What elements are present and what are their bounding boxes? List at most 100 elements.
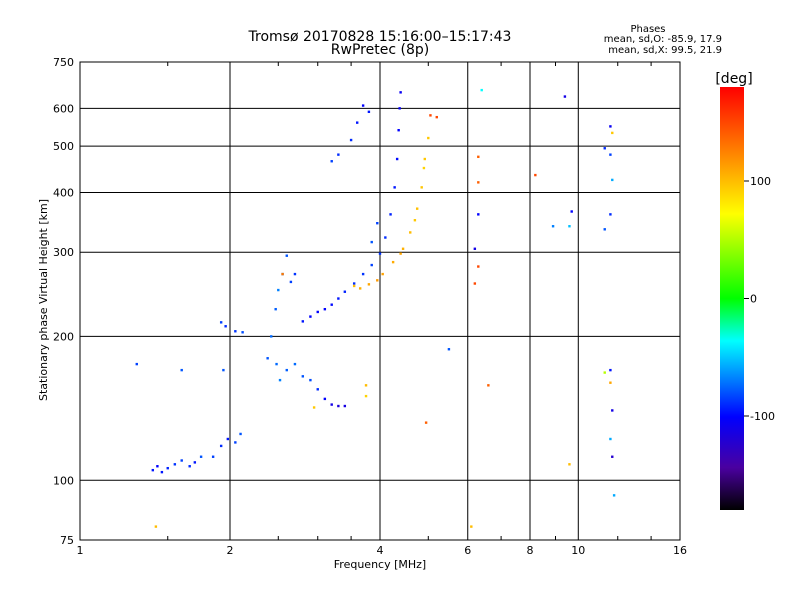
data-point xyxy=(239,432,242,436)
colorbar-tick-label: 100 xyxy=(750,175,771,188)
y-tick-label: 200 xyxy=(53,330,74,343)
data-point xyxy=(234,330,237,333)
data-point xyxy=(301,320,305,323)
data-point xyxy=(384,236,387,239)
data-point xyxy=(477,181,480,184)
data-point xyxy=(337,153,340,156)
data-point xyxy=(415,207,419,210)
data-point xyxy=(609,437,612,441)
data-point xyxy=(487,384,490,387)
data-point xyxy=(477,155,480,159)
data-point xyxy=(422,166,426,170)
data-point xyxy=(358,287,362,290)
data-point xyxy=(361,104,365,107)
data-point xyxy=(241,331,244,334)
data-point xyxy=(427,136,430,140)
data-point xyxy=(424,421,428,424)
data-point xyxy=(219,444,223,448)
data-point xyxy=(473,282,477,285)
data-point xyxy=(470,525,473,528)
data-point xyxy=(275,362,278,366)
data-point xyxy=(612,494,616,497)
data-point xyxy=(180,368,183,372)
data-point xyxy=(309,378,312,382)
data-point xyxy=(563,95,567,98)
data-point xyxy=(293,272,297,276)
data-point xyxy=(409,231,412,234)
data-point xyxy=(166,466,169,470)
data-point xyxy=(381,272,384,276)
data-point xyxy=(309,315,312,318)
data-point xyxy=(477,213,480,216)
data-point xyxy=(570,210,573,213)
data-point xyxy=(188,465,191,468)
data-point xyxy=(534,173,537,177)
data-point xyxy=(285,368,288,372)
data-point xyxy=(330,403,333,406)
data-point xyxy=(480,88,483,92)
data-point xyxy=(193,461,197,464)
x-tick-label: 6 xyxy=(464,544,471,557)
data-point xyxy=(343,290,347,293)
data-point xyxy=(211,455,215,458)
data-point xyxy=(180,459,183,462)
data-point xyxy=(609,153,612,156)
gridlines xyxy=(80,62,680,540)
data-point xyxy=(603,147,606,150)
data-point xyxy=(337,297,340,300)
data-point xyxy=(391,260,395,264)
data-point xyxy=(156,465,159,468)
data-point xyxy=(301,375,305,378)
data-point xyxy=(370,263,373,267)
stats-line-x: mean, sd,X: 99.5, 21.9 xyxy=(608,45,722,56)
data-point xyxy=(151,468,155,472)
plot-area: 1 2 4 6 8 10 16 75 100 200 300 400 500 600 750 xyxy=(53,56,687,557)
data-point xyxy=(551,225,555,228)
y-tick-label: 750 xyxy=(53,56,74,69)
y-ticks: 75 100 200 300 400 500 600 750 xyxy=(53,56,74,547)
data-point xyxy=(568,463,571,466)
colorbar-label: [deg] xyxy=(715,71,752,87)
data-point xyxy=(274,307,277,311)
data-point xyxy=(399,252,402,255)
data-point xyxy=(330,303,333,306)
data-point xyxy=(370,240,373,244)
data-point xyxy=(349,138,353,142)
x-ticks: 1 2 4 6 8 10 16 xyxy=(77,62,687,557)
data-point xyxy=(423,157,426,161)
data-point xyxy=(376,222,379,225)
data-point xyxy=(234,441,237,444)
x-tick-label: 10 xyxy=(571,544,585,557)
data-point xyxy=(226,437,230,441)
data-point xyxy=(352,284,356,288)
y-tick-label: 500 xyxy=(53,140,74,153)
data-point xyxy=(219,321,223,324)
data-point xyxy=(343,404,347,408)
colorbar-tick-label: 0 xyxy=(750,293,757,306)
x-tick-label: 8 xyxy=(527,544,534,557)
x-tick-label: 4 xyxy=(377,544,384,557)
data-point xyxy=(603,371,606,374)
data-point xyxy=(160,470,164,474)
y-tick-label: 100 xyxy=(53,474,74,487)
colorbar-ticks: 100 0 -100 xyxy=(744,175,775,423)
data-point xyxy=(609,381,612,384)
data-point xyxy=(224,325,227,328)
data-point xyxy=(330,160,333,163)
data-points xyxy=(135,88,616,528)
data-point xyxy=(397,128,400,132)
data-point xyxy=(611,455,614,458)
data-point xyxy=(413,219,417,222)
x-tick-label: 2 xyxy=(227,544,234,557)
data-point xyxy=(266,357,269,360)
data-point xyxy=(154,525,158,528)
data-point xyxy=(609,368,612,372)
data-point xyxy=(376,279,379,282)
data-point xyxy=(399,91,402,94)
data-point xyxy=(323,397,327,401)
data-point xyxy=(352,282,356,285)
data-point xyxy=(277,288,280,292)
x-axis-label: Frequency [MHz] xyxy=(334,558,426,571)
data-point xyxy=(173,463,177,466)
